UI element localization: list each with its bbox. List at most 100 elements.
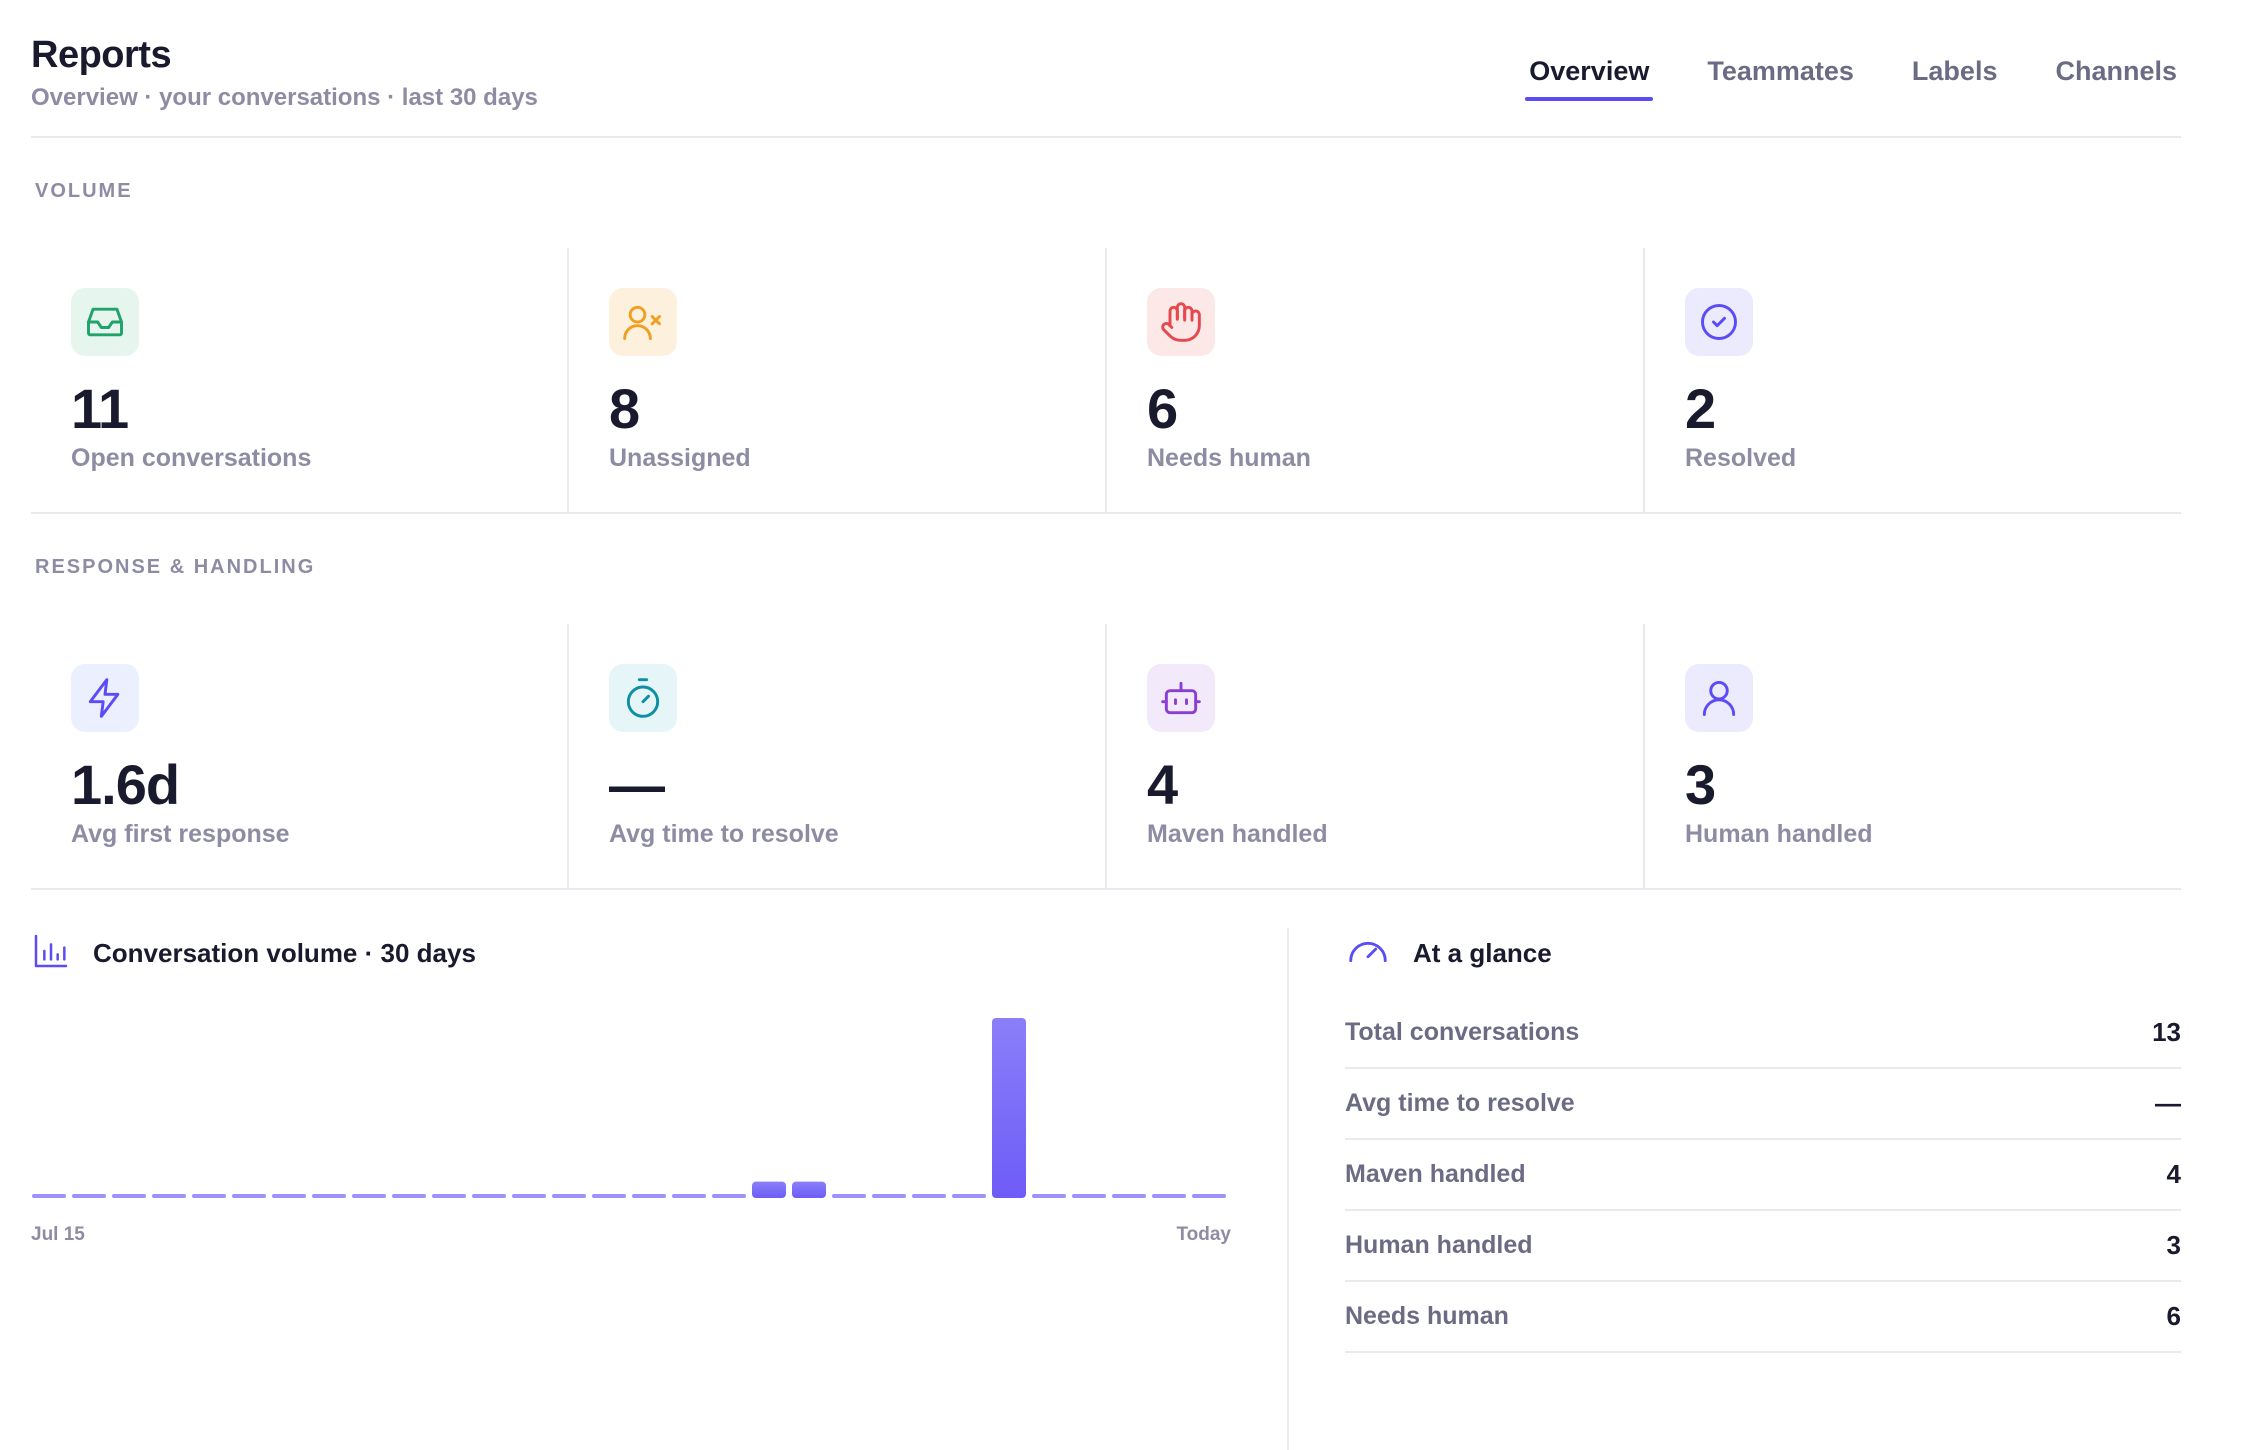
metric-resolved: 2 Resolved: [1645, 248, 2181, 512]
glance-row-label: Total conversations: [1345, 1018, 1580, 1046]
x-tick-label-start: Jul 15: [31, 1224, 85, 1245]
metric-maven-handled: 4 Maven handled: [1107, 624, 1645, 888]
chart-bar: [352, 1194, 386, 1198]
chart-bar: [872, 1194, 906, 1198]
metric-label: Maven handled: [1147, 820, 1328, 848]
volume-bar-chart-svg: [32, 1018, 1226, 1198]
chart-bar: [1152, 1194, 1186, 1198]
glance-row-value: 3: [2166, 1230, 2181, 1260]
metric-avg-time-to-resolve: — Avg time to resolve: [569, 624, 1107, 888]
tab-channels[interactable]: Channels: [2055, 56, 2177, 86]
metric-value: 3: [1685, 753, 1716, 816]
chart-panel-header: Conversation volume · 30 days: [31, 928, 1231, 978]
bottom-panels: Conversation volume · 30 days Jul 15 Tod…: [31, 890, 2181, 1450]
chart-bar: [992, 1018, 1026, 1198]
bot-icon: [1147, 664, 1215, 732]
response-metrics: 1.6d Avg first response — Avg time to re…: [31, 624, 2181, 890]
chart-panel-title: Conversation volume · 30 days: [93, 937, 476, 968]
chart-bar: [1072, 1194, 1106, 1198]
metric-label: Open conversations: [71, 444, 312, 472]
glance-row-maven-handled: Maven handled 4: [1345, 1140, 2181, 1211]
chart-x-axis: Jul 15 Today: [31, 1224, 1231, 1254]
metric-label: Resolved: [1685, 444, 1797, 472]
glance-row-label: Maven handled: [1345, 1160, 1526, 1188]
chart-bar: [232, 1194, 266, 1198]
chart-bar: [472, 1194, 506, 1198]
timer-icon: [609, 664, 677, 732]
inbox-icon: [71, 288, 139, 356]
chart-bar: [392, 1194, 426, 1198]
metric-label: Human handled: [1685, 820, 1873, 848]
glance-row-label: Needs human: [1345, 1302, 1509, 1330]
metric-label: Unassigned: [609, 444, 751, 472]
tab-labels[interactable]: Labels: [1911, 56, 1998, 86]
report-tabs: Overview Teammates Labels Channels: [1525, 56, 2181, 101]
zap-icon: [71, 664, 139, 732]
chart-bar: [512, 1194, 546, 1198]
glance-row-human-handled: Human handled 3: [1345, 1211, 2181, 1282]
chart-bar: [1192, 1194, 1226, 1198]
chart-bar: [952, 1194, 986, 1198]
tab-teammates[interactable]: Teammates: [1707, 56, 1854, 86]
chart-bar: [912, 1194, 946, 1198]
metric-value: 1.6d: [71, 753, 180, 816]
chart-bar: [832, 1194, 866, 1198]
metric-value: 2: [1685, 377, 1716, 440]
glance-panel-header: At a glance: [1345, 928, 2181, 978]
chart-bar: [592, 1194, 626, 1198]
metric-avg-first-response: 1.6d Avg first response: [31, 624, 569, 888]
glance-row-label: Human handled: [1345, 1231, 1533, 1259]
volume-bar-chart: [31, 1014, 1231, 1204]
metric-unassigned: 8 Unassigned: [569, 248, 1107, 512]
glance-row-total-conversations: Total conversations 13: [1345, 998, 2181, 1069]
panel-divider: [1287, 928, 1289, 1450]
response-section-label: RESPONSE & HANDLING: [35, 556, 316, 578]
chart-bar: [32, 1194, 66, 1198]
glance-row-value: —: [2155, 1088, 2181, 1118]
chart-bar: [1032, 1194, 1066, 1198]
glance-row-value: 4: [2166, 1159, 2181, 1189]
page-header: Reports Overview · your conversations · …: [31, 0, 2181, 138]
chart-bar: [712, 1194, 746, 1198]
user-x-icon: [609, 288, 677, 356]
metric-open-conversations: 11 Open conversations: [31, 248, 569, 512]
chart-bar: [312, 1194, 346, 1198]
chart-bar: [632, 1194, 666, 1198]
x-tick-label-end: Today: [1176, 1224, 1231, 1245]
metric-needs-human: 6 Needs human: [1107, 248, 1645, 512]
page-subtitle: Overview · your conversations · last 30 …: [31, 84, 538, 111]
glance-row-value: 6: [2166, 1301, 2181, 1331]
chart-bar: [192, 1194, 226, 1198]
volume-section-label: VOLUME: [35, 180, 133, 202]
hand-icon: [1147, 288, 1215, 356]
check-circle-icon: [1685, 288, 1753, 356]
user-icon: [1685, 664, 1753, 732]
glance-row-label: Avg time to resolve: [1345, 1089, 1575, 1117]
metric-value: —: [609, 753, 665, 816]
glance-row-avg-time-to-resolve: Avg time to resolve —: [1345, 1069, 2181, 1140]
bar-chart-icon: [31, 931, 71, 976]
metric-human-handled: 3 Human handled: [1645, 624, 2181, 888]
reports-page: Reports Overview · your conversations · …: [31, 0, 2181, 1450]
chart-bar: [152, 1194, 186, 1198]
tab-overview[interactable]: Overview: [1525, 56, 1654, 101]
glance-panel-title: At a glance: [1413, 937, 1552, 968]
chart-bar: [792, 1181, 826, 1198]
glance-list: Total conversations 13 Avg time to resol…: [1345, 998, 2181, 1353]
metric-value: 6: [1147, 377, 1178, 440]
chart-bar: [72, 1194, 106, 1198]
chart-bar: [752, 1181, 786, 1198]
chart-bar: [552, 1194, 586, 1198]
chart-bar: [432, 1194, 466, 1198]
conversation-volume-panel: Conversation volume · 30 days Jul 15 Tod…: [31, 928, 1231, 1450]
page-title: Reports: [31, 34, 172, 76]
chart-bar: [672, 1194, 706, 1198]
metric-label: Avg time to resolve: [609, 820, 839, 848]
glance-row-needs-human: Needs human 6: [1345, 1282, 2181, 1353]
metric-value: 8: [609, 377, 640, 440]
glance-row-value: 13: [2152, 1017, 2181, 1047]
metric-value: 4: [1147, 753, 1178, 816]
chart-bar: [272, 1194, 306, 1198]
at-a-glance-panel: At a glance Total conversations 13 Avg t…: [1345, 928, 2181, 1353]
gauge-icon: [1345, 928, 1391, 979]
